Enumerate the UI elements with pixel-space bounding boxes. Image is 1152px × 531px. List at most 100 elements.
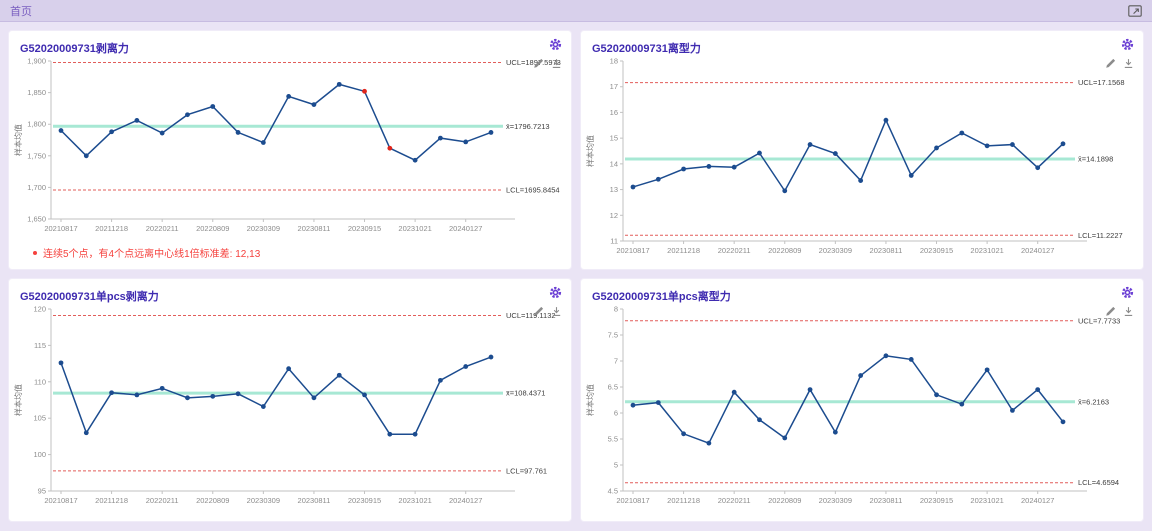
chart-toolbar xyxy=(1105,306,1134,317)
svg-text:20230811: 20230811 xyxy=(870,496,903,505)
control-chart: 4.5 5 5.5 6 6.5 7 7.5 8 样本均值 UCL=7.7733 x̄=6.2163 L… xyxy=(585,305,1120,506)
svg-text:20230811: 20230811 xyxy=(298,496,331,505)
gear-icon[interactable] xyxy=(1121,286,1134,299)
control-chart: 11 12 13 14 15 16 17 18 样本均值 UCL=17.1568 x̄=14.189… xyxy=(585,57,1125,256)
svg-text:20210817: 20210817 xyxy=(616,246,649,255)
svg-text:115: 115 xyxy=(34,341,46,350)
svg-text:20230811: 20230811 xyxy=(870,246,903,255)
svg-text:LCL=4.6594: LCL=4.6594 xyxy=(1078,478,1119,487)
svg-text:20230309: 20230309 xyxy=(819,246,852,255)
edit-icon[interactable] xyxy=(1105,306,1116,317)
svg-text:110: 110 xyxy=(34,377,46,386)
svg-text:20220211: 20220211 xyxy=(718,246,751,255)
svg-text:UCL=7.7733: UCL=7.7733 xyxy=(1078,316,1120,325)
svg-text:5: 5 xyxy=(614,461,618,470)
svg-text:20240127: 20240127 xyxy=(449,496,482,505)
svg-text:20211218: 20211218 xyxy=(667,496,700,505)
svg-text:1,700: 1,700 xyxy=(27,183,46,192)
warning-text: 连续5个点，有4个点远离中心线1倍标准差: 12,13 xyxy=(43,249,261,260)
svg-text:20220809: 20220809 xyxy=(196,496,229,505)
panel-title: G52020009731单pcs离型力 xyxy=(592,291,731,303)
svg-text:1,850: 1,850 xyxy=(27,88,46,97)
control-chart: 1,650 1,700 1,750 1,800 1,850 1,900 样本均值 UCL=18… xyxy=(13,57,561,234)
gear-icon[interactable] xyxy=(549,38,562,51)
svg-text:1,750: 1,750 xyxy=(27,151,46,160)
svg-text:20211218: 20211218 xyxy=(95,224,128,233)
svg-text:15: 15 xyxy=(610,134,618,143)
svg-text:20230915: 20230915 xyxy=(920,496,953,505)
panel-title: G52020009731离型力 xyxy=(592,43,701,55)
svg-text:x̄=6.2163: x̄=6.2163 xyxy=(1078,397,1109,406)
svg-text:样本均值: 样本均值 xyxy=(585,384,595,416)
edit-icon[interactable] xyxy=(1105,58,1116,69)
svg-text:7: 7 xyxy=(614,357,618,366)
svg-text:95: 95 xyxy=(38,487,46,496)
svg-text:20230915: 20230915 xyxy=(348,496,381,505)
download-icon[interactable] xyxy=(1123,306,1134,317)
svg-text:18: 18 xyxy=(610,57,618,66)
spc-rule-warning: 连续5个点，有4个点远离中心线1倍标准差: 12,13 xyxy=(33,245,260,260)
svg-text:LCL=11.2227: LCL=11.2227 xyxy=(1078,231,1123,240)
download-icon[interactable] xyxy=(1123,58,1134,69)
svg-text:20240127: 20240127 xyxy=(1021,496,1054,505)
control-chart: 95 100 105 110 115 120 样本均值 UCL=119.1132 x̄=108.… xyxy=(13,305,556,506)
tab-bar: 首页 xyxy=(0,0,1152,22)
svg-text:20220211: 20220211 xyxy=(146,496,179,505)
svg-text:UCL=119.1132: UCL=119.1132 xyxy=(506,311,556,320)
svg-text:20220809: 20220809 xyxy=(196,224,229,233)
download-icon[interactable] xyxy=(551,306,562,317)
svg-text:7.5: 7.5 xyxy=(608,331,618,340)
svg-text:样本均值: 样本均值 xyxy=(585,135,595,167)
expand-icon[interactable] xyxy=(1128,4,1142,17)
panel-title: G52020009731单pcs剥离力 xyxy=(20,291,159,303)
svg-text:20210817: 20210817 xyxy=(44,224,77,233)
dashboard-grid: G52020009731剥离力 1,650 1,700 1,750 1,800 1,85… xyxy=(0,22,1152,530)
svg-text:UCL=1897.5973: UCL=1897.5973 xyxy=(506,58,561,67)
svg-text:20231021: 20231021 xyxy=(970,496,1003,505)
chart-panel-pcs-release-force: G52020009731单pcs离型力 4.5 5 5.5 6 6.5 7 7.5 8 样本均值… xyxy=(580,278,1144,522)
svg-text:x̄=108.4371: x̄=108.4371 xyxy=(506,389,545,398)
chart-panel-peel-force: G52020009731剥离力 1,650 1,700 1,750 1,800 1,85… xyxy=(8,30,572,270)
svg-text:20231021: 20231021 xyxy=(398,496,431,505)
svg-text:20210817: 20210817 xyxy=(44,496,77,505)
chart-toolbar xyxy=(1105,58,1134,69)
svg-text:120: 120 xyxy=(33,305,46,314)
panel-title: G52020009731剥离力 xyxy=(20,43,129,55)
download-icon[interactable] xyxy=(551,58,562,69)
svg-text:20231021: 20231021 xyxy=(970,246,1003,255)
svg-text:20220211: 20220211 xyxy=(718,496,751,505)
svg-text:样本均值: 样本均值 xyxy=(13,384,23,416)
svg-text:20220211: 20220211 xyxy=(146,224,179,233)
warning-bullet-icon xyxy=(33,250,37,255)
svg-text:20230309: 20230309 xyxy=(819,496,852,505)
chart-toolbar xyxy=(533,58,562,69)
svg-text:20230309: 20230309 xyxy=(247,224,280,233)
svg-text:14: 14 xyxy=(610,159,618,168)
svg-text:20220809: 20220809 xyxy=(768,246,801,255)
tab-home[interactable]: 首页 xyxy=(10,5,32,18)
svg-text:20211218: 20211218 xyxy=(667,246,700,255)
svg-text:8: 8 xyxy=(614,305,618,314)
chart-toolbar xyxy=(533,306,562,317)
svg-text:5.5: 5.5 xyxy=(608,435,618,444)
svg-text:20230915: 20230915 xyxy=(920,246,953,255)
svg-text:LCL=1695.8454: LCL=1695.8454 xyxy=(506,186,560,195)
svg-text:20230811: 20230811 xyxy=(298,224,331,233)
edit-icon[interactable] xyxy=(533,306,544,317)
svg-text:样本均值: 样本均值 xyxy=(13,124,23,156)
svg-text:6.5: 6.5 xyxy=(608,383,618,392)
gear-icon[interactable] xyxy=(549,286,562,299)
svg-text:100: 100 xyxy=(33,450,46,459)
svg-text:4.5: 4.5 xyxy=(608,487,618,496)
svg-text:105: 105 xyxy=(33,414,46,423)
svg-text:20220809: 20220809 xyxy=(768,496,801,505)
chart-panel-pcs-peel-force: G52020009731单pcs剥离力 95 100 105 110 115 120 样本均… xyxy=(8,278,572,522)
svg-text:20231021: 20231021 xyxy=(398,224,431,233)
svg-text:6: 6 xyxy=(614,409,618,418)
svg-text:16: 16 xyxy=(610,108,618,117)
edit-icon[interactable] xyxy=(533,58,544,69)
svg-text:1,800: 1,800 xyxy=(27,120,46,129)
gear-icon[interactable] xyxy=(1121,38,1134,51)
svg-text:20211218: 20211218 xyxy=(95,496,128,505)
svg-text:UCL=17.1568: UCL=17.1568 xyxy=(1078,78,1125,87)
